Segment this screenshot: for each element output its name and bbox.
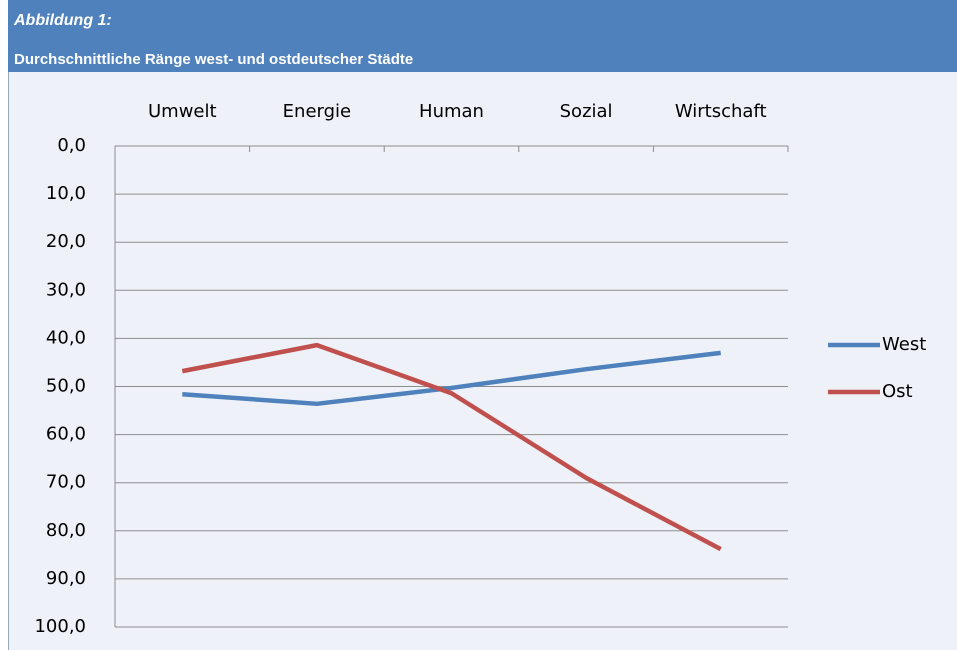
chart-area [8,72,957,650]
figure-label: Abbildung 1: [14,12,112,29]
series-line [182,350,721,407]
y-tick-label: 20,0 [46,231,86,252]
legend-label: West [882,334,926,355]
legend-label: Ost [882,381,913,402]
y-tick-label: 50,0 [46,376,86,397]
y-tick-label: 90,0 [46,568,86,589]
figure-title: Durchschnittliche Ränge west- und ostdeu… [14,51,414,68]
y-tick-label: 60,0 [46,424,86,445]
y-tick-label: 30,0 [46,279,86,300]
y-tick-label: 80,0 [46,520,86,541]
header: Abbildung 1: Durchschnittliche Ränge wes… [8,0,957,72]
y-tick-label: 70,0 [46,472,86,493]
y-tick-label: 10,0 [46,183,86,204]
x-tick-label: Sozial [560,101,613,122]
y-tick-label: 0,0 [57,135,86,156]
x-tick-label: Umwelt [148,101,217,122]
x-tick-label: Human [419,101,484,122]
series-line [181,342,722,552]
x-tick-label: Energie [283,101,351,122]
y-tick-label: 40,0 [46,327,86,348]
x-tick-label: Wirtschaft [675,101,767,122]
y-tick-label: 100,0 [34,616,86,637]
